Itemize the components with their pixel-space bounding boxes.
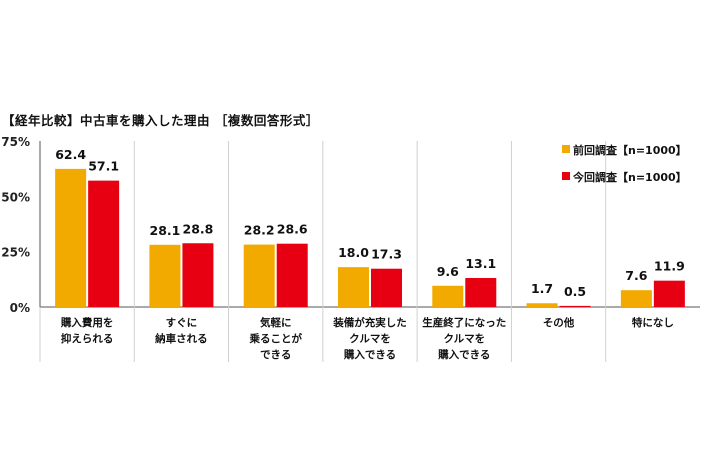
y-tick-label: 75%	[1, 135, 30, 149]
legend-label: 今回調査【n=1000】	[572, 170, 687, 184]
legend-swatch	[562, 145, 570, 153]
data-label: 17.3	[371, 247, 402, 262]
category-label: 特になし	[632, 316, 674, 329]
category-label: クルマを	[349, 333, 391, 345]
data-label: 7.6	[625, 268, 647, 283]
legend-swatch	[562, 172, 570, 180]
bar-previous	[338, 267, 369, 307]
category-label: 購入できる	[343, 348, 396, 361]
bar-current	[371, 268, 402, 307]
category-label: できる	[260, 349, 291, 361]
bar-previous	[620, 290, 652, 307]
category-label: 購入費用を	[60, 316, 114, 329]
category-label: 乗ることが	[248, 332, 302, 345]
bar-current	[465, 278, 497, 307]
category-label: 生産終了になった	[422, 316, 506, 329]
bar-previous	[526, 303, 558, 307]
data-label: 28.1	[150, 223, 181, 238]
category-label: クルマを	[443, 333, 485, 345]
y-tick-label: 0%	[10, 301, 30, 315]
bar-current	[88, 180, 120, 307]
data-label: 57.1	[88, 159, 119, 174]
category-label: すぐに	[166, 317, 198, 329]
bar-current	[182, 243, 214, 307]
chart-title: 【経年比較】中古車を購入した理由 ［複数回答形式］	[2, 113, 319, 128]
category-label: 抑えられる	[61, 332, 114, 345]
data-label: 9.6	[437, 264, 459, 279]
bar-previous	[149, 244, 181, 307]
y-tick-label: 25%	[1, 246, 30, 260]
category-label: 装備が充実した	[332, 316, 407, 329]
data-label: 1.7	[531, 281, 553, 296]
y-tick-label: 50%	[1, 190, 30, 204]
category-label: 購入できる	[437, 348, 490, 361]
data-label: 0.5	[564, 284, 586, 299]
data-label: 13.1	[465, 256, 496, 271]
bar-previous	[243, 244, 275, 307]
data-label: 28.6	[277, 222, 308, 237]
category-label: その他	[543, 316, 575, 329]
bar-previous	[432, 285, 464, 307]
data-label: 62.4	[55, 147, 86, 162]
data-label: 28.2	[244, 223, 275, 238]
bar-previous	[55, 168, 87, 307]
legend-label: 前回調査【n=1000】	[573, 143, 687, 157]
category-label: 気軽に	[259, 316, 292, 329]
bar-current	[276, 243, 308, 307]
data-label: 18.0	[338, 245, 369, 260]
data-label: 11.9	[654, 259, 685, 274]
bar-current	[653, 280, 685, 307]
category-label: 納車される	[155, 332, 208, 345]
data-label: 28.8	[183, 221, 214, 236]
bar-current	[559, 305, 591, 307]
